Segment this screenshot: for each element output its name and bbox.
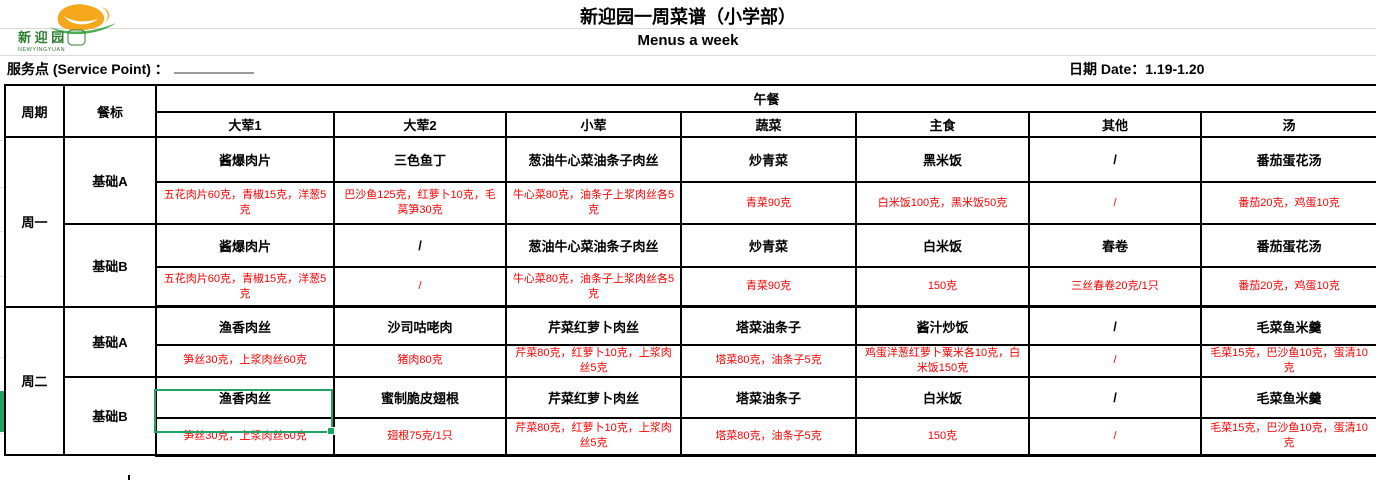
header-lunch[interactable]: 午餐	[154, 84, 1376, 113]
page-subtitle: Menus a week	[637, 32, 739, 49]
dish-cell[interactable]: 炒青菜	[680, 223, 857, 268]
amount-cell[interactable]: 芹菜80克，红萝卜10克，上浆肉丝5克	[505, 416, 682, 457]
dish-cell[interactable]: 葱油牛心菜油条子肉丝	[505, 136, 682, 183]
page-title: 新迎园一周菜谱（小学部）	[580, 7, 796, 27]
header-col-staple[interactable]: 主食	[855, 111, 1030, 138]
amount-cell[interactable]: 笋丝30克，上浆肉丝60克	[155, 344, 335, 378]
gridline-tick	[0, 231, 4, 232]
dish-cell[interactable]: 毛菜鱼米羹	[1199, 305, 1376, 346]
dish-cell[interactable]: 蜜制脆皮翅根	[333, 375, 507, 419]
gridline	[0, 55, 1376, 56]
amount-cell[interactable]: 青菜90克	[680, 181, 857, 225]
amount-cell[interactable]: 番茄20克，鸡蛋10克	[1199, 181, 1376, 225]
dish-cell[interactable]: 炒青菜	[680, 136, 857, 183]
gridline	[0, 28, 1376, 29]
dish-cell-selected[interactable]: 渔香肉丝	[155, 375, 335, 419]
amount-cell[interactable]: 150克	[855, 416, 1030, 457]
amount-cell[interactable]: 毛菜15克，巴沙鱼10克，蛋清10克	[1199, 344, 1376, 378]
dish-cell[interactable]: 酱汁炒饭	[855, 305, 1030, 346]
amount-cell[interactable]: 毛菜15克，巴沙鱼10克，蛋清10克	[1199, 416, 1376, 457]
amount-cell[interactable]: 塔菜80克，油条子5克	[680, 344, 857, 378]
amount-cell[interactable]: /	[333, 266, 507, 308]
dish-cell[interactable]: 酱爆肉片	[155, 223, 335, 268]
amount-cell[interactable]: 芹菜80克，红萝卜10克，上浆肉丝5克	[505, 344, 682, 378]
gridline-tick	[0, 276, 4, 277]
service-point-blank[interactable]	[173, 59, 254, 74]
dish-cell[interactable]: 白米饭	[855, 223, 1030, 268]
gridline-tick	[0, 357, 4, 358]
amount-cell[interactable]: 三丝春卷20克/1只	[1028, 266, 1202, 308]
standard-label[interactable]: 基础A	[63, 305, 157, 378]
amount-cell[interactable]: /	[1028, 181, 1202, 225]
amount-cell[interactable]: 番茄20克，鸡蛋10克	[1199, 266, 1376, 308]
header-standard[interactable]: 餐标	[63, 84, 157, 138]
next-row-gridline	[128, 475, 130, 480]
dish-cell[interactable]: /	[1028, 375, 1202, 419]
amount-cell[interactable]: 塔菜80克，油条子5克	[680, 416, 857, 457]
header-col-main2[interactable]: 大荤2	[333, 111, 507, 138]
dish-cell[interactable]: 沙司咕咾肉	[333, 305, 507, 346]
day-label-monday[interactable]: 周一	[4, 136, 65, 308]
amount-cell[interactable]: 翅根75克/1只	[333, 416, 507, 457]
dish-cell[interactable]: 三色鱼丁	[333, 136, 507, 183]
logo-text-en: NEWYINGYUAN	[18, 47, 65, 53]
day-label-tuesday[interactable]: 周二	[4, 305, 65, 457]
gridline-tick	[0, 187, 4, 188]
dish-cell[interactable]: 春卷	[1028, 223, 1202, 268]
amount-cell[interactable]: 牛心菜80克，油条子上浆肉丝各5克	[505, 181, 682, 225]
standard-label[interactable]: 基础B	[63, 223, 157, 308]
amount-cell[interactable]: /	[1028, 344, 1202, 378]
dish-cell[interactable]: 毛菜鱼米羹	[1199, 375, 1376, 419]
dish-cell[interactable]: /	[1028, 136, 1202, 183]
menu-table: 周期 餐标 午餐 大荤1 大荤2 小荤 蔬菜 主食 其他 汤 周一 基础A 酱爆…	[4, 84, 1376, 457]
standard-label[interactable]: 基础B	[63, 375, 157, 457]
gridline-tick	[0, 433, 4, 434]
amount-cell[interactable]: 猪肉80克	[333, 344, 507, 378]
dish-cell[interactable]: 酱爆肉片	[155, 136, 335, 183]
dish-cell[interactable]: 番茄蛋花汤	[1199, 136, 1376, 183]
amount-cell[interactable]: 五花肉片60克，青椒15克，洋葱5克	[155, 181, 335, 225]
amount-cell[interactable]: 巴沙鱼125克，红萝卜10克，毛莴笋30克	[333, 181, 507, 225]
date-label: 日期 Date：1.19-1.20	[1069, 61, 1205, 77]
logo-text-cn: 新 迎 园	[18, 30, 64, 45]
header-col-main1[interactable]: 大荤1	[155, 111, 335, 138]
company-logo-icon: 新 迎 园 NEWYINGYUAN	[18, 4, 116, 53]
amount-cell[interactable]: 150克	[855, 266, 1030, 308]
dish-cell[interactable]: /	[1028, 305, 1202, 346]
dish-cell[interactable]: 渔香肉丝	[155, 305, 335, 346]
gridline-tick	[0, 140, 4, 141]
amount-cell[interactable]: 五花肉片60克，青椒15克，洋葱5克	[155, 266, 335, 308]
header-col-soup[interactable]: 汤	[1199, 111, 1376, 138]
service-point-label: 服务点 (Service Point) ：	[7, 59, 254, 79]
header-period[interactable]: 周期	[4, 84, 65, 138]
selected-row-indicator	[0, 391, 4, 432]
dish-cell[interactable]: 芹菜红萝卜肉丝	[505, 375, 682, 419]
amount-cell[interactable]: /	[1028, 416, 1202, 457]
dish-cell[interactable]: /	[333, 223, 507, 268]
dish-cell[interactable]: 塔菜油条子	[680, 375, 857, 419]
amount-cell[interactable]: 鸡蛋洋葱红萝卜粟米各10克，白米饭150克	[855, 344, 1030, 378]
dish-cell[interactable]: 番茄蛋花汤	[1199, 223, 1376, 268]
amount-cell[interactable]: 牛心菜80克，油条子上浆肉丝各5克	[505, 266, 682, 308]
dish-cell[interactable]: 芹菜红萝卜肉丝	[505, 305, 682, 346]
dish-cell[interactable]: 塔菜油条子	[680, 305, 857, 346]
header-col-veg[interactable]: 蔬菜	[680, 111, 857, 138]
amount-cell[interactable]: 青菜90克	[680, 266, 857, 308]
header-col-semi[interactable]: 小荤	[505, 111, 682, 138]
service-point-text: 服务点 (Service Point) ：	[7, 61, 169, 77]
amount-cell[interactable]: 白米饭100克，黑米饭50克	[855, 181, 1030, 225]
amount-cell[interactable]: 笋丝30克，上浆肉丝60克	[155, 416, 335, 457]
dish-cell[interactable]: 葱油牛心菜油条子肉丝	[505, 223, 682, 268]
standard-label[interactable]: 基础A	[63, 136, 157, 225]
dish-cell[interactable]: 白米饭	[855, 375, 1030, 419]
header-col-other[interactable]: 其他	[1028, 111, 1202, 138]
dish-cell[interactable]: 黑米饭	[855, 136, 1030, 183]
